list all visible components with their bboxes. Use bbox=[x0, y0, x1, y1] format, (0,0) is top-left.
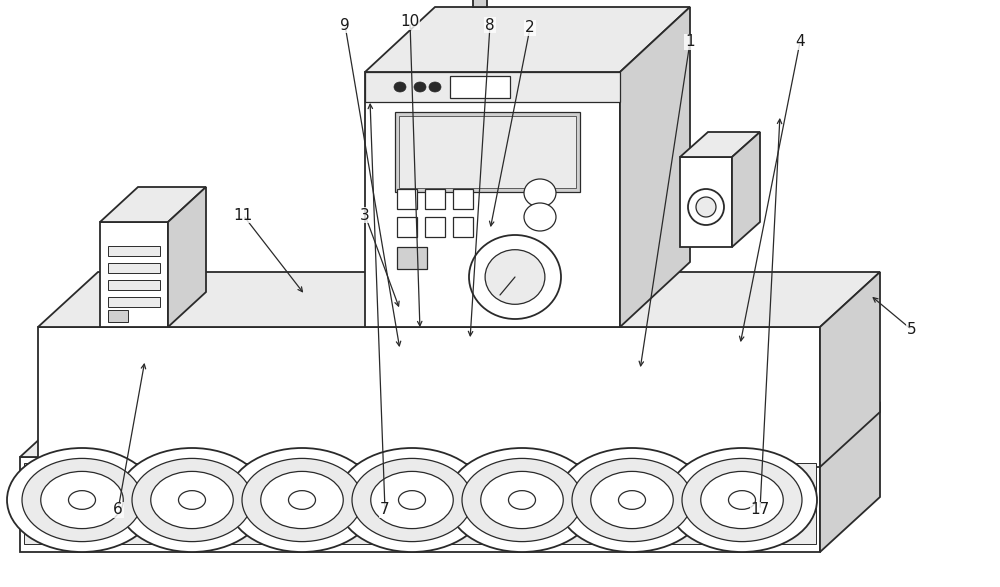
Bar bbox=[108, 310, 128, 322]
Bar bbox=[397, 247, 427, 269]
Ellipse shape bbox=[509, 491, 536, 510]
Ellipse shape bbox=[728, 491, 756, 510]
Text: 6: 6 bbox=[113, 502, 123, 518]
Ellipse shape bbox=[398, 491, 426, 510]
Bar bbox=[365, 72, 620, 102]
Ellipse shape bbox=[288, 491, 316, 510]
Ellipse shape bbox=[688, 189, 724, 225]
Text: 5: 5 bbox=[907, 322, 917, 338]
Polygon shape bbox=[38, 327, 820, 467]
Bar bbox=[108, 246, 160, 256]
Ellipse shape bbox=[682, 458, 802, 542]
Ellipse shape bbox=[242, 458, 362, 542]
Ellipse shape bbox=[469, 235, 561, 319]
Ellipse shape bbox=[524, 179, 556, 207]
Polygon shape bbox=[680, 132, 760, 157]
Text: 1: 1 bbox=[685, 35, 695, 49]
Ellipse shape bbox=[429, 82, 441, 92]
Bar bbox=[453, 189, 473, 209]
Polygon shape bbox=[820, 272, 880, 467]
Ellipse shape bbox=[132, 458, 252, 542]
Ellipse shape bbox=[524, 203, 556, 231]
Polygon shape bbox=[100, 187, 206, 222]
Polygon shape bbox=[38, 272, 880, 327]
Ellipse shape bbox=[178, 491, 206, 510]
Ellipse shape bbox=[41, 471, 123, 529]
Text: 17: 17 bbox=[750, 502, 770, 518]
Ellipse shape bbox=[696, 197, 716, 217]
Ellipse shape bbox=[414, 82, 426, 92]
Ellipse shape bbox=[22, 458, 142, 542]
Ellipse shape bbox=[572, 458, 692, 542]
Bar bbox=[399, 116, 576, 188]
Text: 8: 8 bbox=[485, 18, 495, 32]
Bar bbox=[108, 263, 160, 273]
Bar bbox=[397, 189, 417, 209]
Bar bbox=[397, 217, 417, 237]
Polygon shape bbox=[732, 132, 760, 247]
Ellipse shape bbox=[337, 448, 487, 552]
Text: 4: 4 bbox=[795, 35, 805, 49]
Ellipse shape bbox=[7, 448, 157, 552]
Ellipse shape bbox=[462, 458, 582, 542]
Ellipse shape bbox=[371, 471, 453, 529]
Text: 11: 11 bbox=[233, 207, 253, 222]
Ellipse shape bbox=[701, 471, 783, 529]
Bar bbox=[24, 463, 816, 544]
Bar bbox=[450, 76, 510, 98]
Polygon shape bbox=[365, 72, 620, 327]
Ellipse shape bbox=[447, 448, 597, 552]
Polygon shape bbox=[168, 187, 206, 327]
Ellipse shape bbox=[117, 448, 267, 552]
Bar bbox=[425, 189, 445, 209]
Bar bbox=[108, 280, 160, 290]
Polygon shape bbox=[365, 7, 690, 72]
Ellipse shape bbox=[591, 471, 673, 529]
Polygon shape bbox=[20, 457, 820, 552]
Bar bbox=[108, 297, 160, 307]
Text: 10: 10 bbox=[400, 15, 420, 29]
Ellipse shape bbox=[151, 471, 233, 529]
Polygon shape bbox=[680, 157, 732, 247]
Ellipse shape bbox=[261, 471, 343, 529]
Text: 7: 7 bbox=[380, 502, 390, 518]
Ellipse shape bbox=[352, 458, 472, 542]
Text: 9: 9 bbox=[340, 18, 350, 32]
Ellipse shape bbox=[618, 491, 646, 510]
Ellipse shape bbox=[485, 249, 545, 304]
Polygon shape bbox=[100, 222, 168, 327]
Polygon shape bbox=[620, 7, 690, 327]
Ellipse shape bbox=[667, 448, 817, 552]
Ellipse shape bbox=[557, 448, 707, 552]
Polygon shape bbox=[820, 402, 880, 552]
Ellipse shape bbox=[68, 491, 96, 510]
Ellipse shape bbox=[227, 448, 377, 552]
Bar bbox=[453, 217, 473, 237]
Text: 2: 2 bbox=[525, 21, 535, 35]
Bar bbox=[425, 217, 445, 237]
Bar bbox=[473, 0, 487, 7]
Bar bbox=[395, 112, 580, 192]
Ellipse shape bbox=[394, 82, 406, 92]
Polygon shape bbox=[20, 402, 880, 457]
Text: 3: 3 bbox=[360, 207, 370, 222]
Ellipse shape bbox=[481, 471, 563, 529]
